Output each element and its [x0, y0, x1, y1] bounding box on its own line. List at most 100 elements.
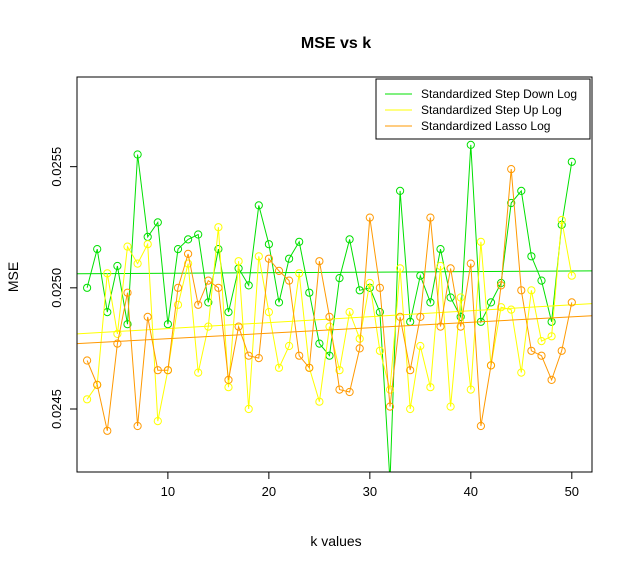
data-point [476, 421, 485, 431]
data-point [264, 240, 273, 249]
data-point [113, 339, 122, 348]
data-point [133, 259, 142, 268]
data-point [567, 157, 576, 166]
y-tick-label: 0.0245 [49, 389, 64, 429]
x-tick-label: 30 [363, 484, 377, 499]
data-point [547, 375, 556, 384]
trend-line-standardized-step-down-log [77, 270, 592, 275]
x-tick-label: 50 [565, 484, 579, 499]
data-point [103, 426, 112, 435]
x-axis-label: k values [310, 533, 361, 549]
data-point [315, 339, 324, 348]
data-point [406, 404, 415, 414]
data-point [295, 351, 304, 360]
y-tick-label: 0.0250 [49, 268, 64, 308]
data-point [295, 237, 304, 246]
data-point [274, 363, 284, 372]
data-point [426, 383, 435, 392]
data-point [456, 312, 465, 321]
data-point [497, 303, 506, 312]
data-point [153, 366, 162, 375]
data-point [557, 215, 566, 225]
data-point [507, 165, 516, 174]
data-point [325, 312, 334, 321]
data-point [254, 252, 263, 261]
data-point [254, 354, 263, 363]
data-point [163, 320, 172, 329]
data-point [133, 421, 142, 431]
data-point [557, 346, 566, 355]
data-point [527, 346, 536, 355]
data-point [285, 254, 294, 263]
chart-title: MSE vs k [301, 35, 371, 52]
data-point [153, 417, 162, 426]
data-point [83, 283, 92, 292]
axes-layer: 10 20 30 40 50 0.0245 0.0250 0.0255 [49, 147, 579, 499]
data-point [497, 281, 506, 290]
data-point [527, 252, 536, 261]
data-point [285, 341, 294, 351]
trend-line-standardized-lasso-log [77, 315, 592, 345]
data-point [173, 283, 183, 292]
data-point [537, 337, 546, 346]
data-point [476, 237, 485, 246]
data-point [396, 264, 405, 273]
series-standardized-step-down-log [77, 140, 592, 472]
data-point [446, 293, 455, 302]
data-point [567, 298, 576, 307]
data-point [83, 356, 92, 365]
legend-label-step-up: Standardized Step Up Log [421, 103, 562, 117]
data-point [194, 368, 203, 377]
data-point [537, 276, 546, 285]
data-point [123, 320, 132, 329]
data-point [264, 308, 273, 317]
data-point [436, 245, 445, 254]
data-point [517, 286, 526, 295]
data-point [133, 150, 142, 159]
data-point [527, 286, 536, 295]
data-point [375, 346, 384, 355]
data-point [163, 366, 172, 375]
data-point [234, 322, 243, 331]
data-point [184, 259, 193, 268]
data-point [214, 245, 223, 254]
data-point [173, 245, 183, 254]
data-point [204, 276, 213, 285]
data-point [466, 140, 475, 149]
data-point [224, 375, 233, 384]
data-point [194, 230, 203, 239]
data-point [365, 278, 374, 288]
data-point [113, 329, 122, 338]
data-point [234, 257, 243, 266]
data-point [315, 257, 324, 266]
data-point [184, 249, 193, 258]
data-point [507, 198, 516, 208]
data-point [173, 300, 183, 309]
data-point [335, 385, 344, 394]
data-point [214, 223, 223, 232]
data-point [244, 404, 253, 414]
data-point [103, 269, 112, 278]
data-point [83, 395, 92, 404]
data-point [123, 288, 132, 297]
data-point [355, 344, 364, 353]
data-point [567, 271, 576, 280]
data-point [285, 276, 294, 285]
data-point [305, 288, 314, 297]
data-point [486, 361, 496, 370]
data-point [507, 305, 516, 314]
series-layer [77, 140, 592, 472]
data-point [305, 363, 314, 372]
legend-label-lasso: Standardized Lasso Log [421, 119, 550, 133]
y-tick-label: 0.0255 [49, 147, 64, 187]
data-point [315, 397, 324, 406]
data-point [375, 283, 384, 292]
data-point [295, 269, 304, 278]
data-point [446, 402, 455, 411]
data-point [406, 366, 415, 375]
data-point [244, 351, 253, 360]
data-point [194, 300, 203, 309]
data-point [224, 308, 233, 317]
data-point [93, 245, 102, 254]
